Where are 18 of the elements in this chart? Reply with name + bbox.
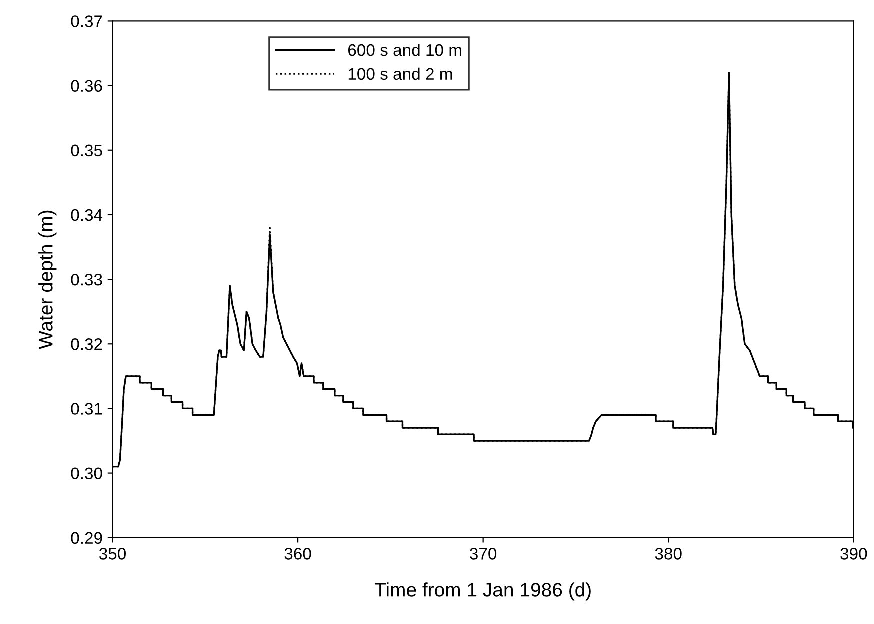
x-tick-label: 370 [470, 548, 497, 560]
y-tick-label: 0.32 [71, 338, 102, 350]
y-tick-label: 0.31 [71, 403, 102, 415]
x-tick-label: 390 [840, 548, 868, 560]
y-axis-title: Water depth (m) [38, 210, 57, 350]
legend-label: 100 s and 2 m [348, 68, 452, 80]
y-tick-label: 0.36 [71, 80, 102, 92]
y-tick-label: 0.35 [71, 144, 102, 157]
x-axis-title: Time from 1 Jan 1986 (d) [374, 582, 591, 601]
x-tick-label: 350 [99, 548, 126, 560]
legend-label: 600 s and 10 m [348, 44, 462, 56]
y-tick-label: 0.34 [71, 209, 103, 222]
y-tick-label: 0.30 [71, 468, 102, 480]
y-tick-label: 0.33 [71, 274, 102, 286]
y-tick-label: 0.37 [71, 16, 102, 28]
y-tick-label: 0.29 [71, 532, 102, 544]
x-tick-label: 360 [284, 548, 312, 560]
x-tick-label: 380 [655, 548, 682, 560]
